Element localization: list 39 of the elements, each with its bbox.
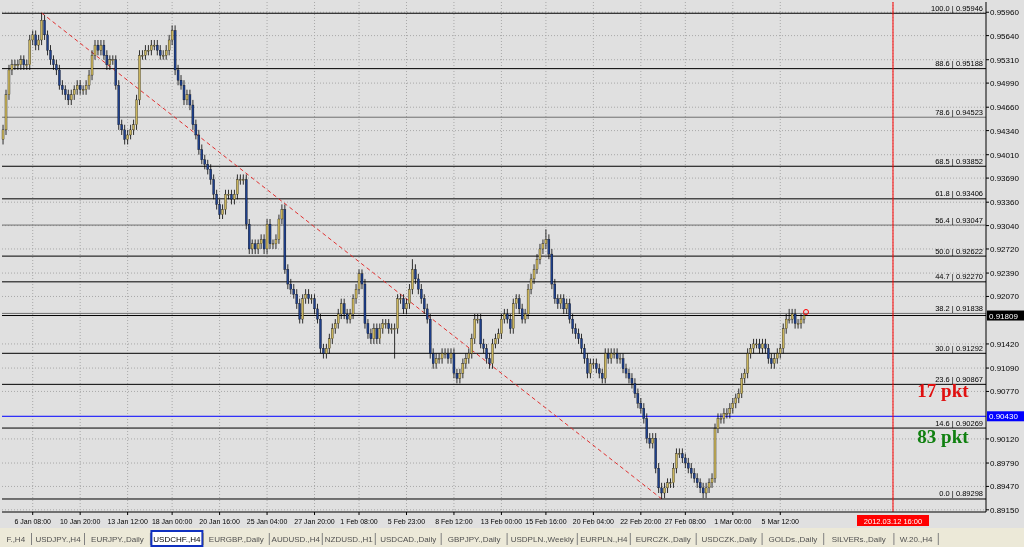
ref-line-label: 0.91809 [989,311,1019,321]
text: USDJPY.,H4 [35,535,82,544]
y-tick-label: 0.93690 [990,174,1020,184]
y-tick-label: 0.89470 [990,482,1020,492]
text: F.,H4 [6,535,26,544]
y-tick-label: 0.92070 [990,292,1020,302]
y-tick-label: 0.94010 [990,150,1020,160]
y-tick-label: 0.92390 [990,269,1020,279]
y-tick-label: 0.95310 [990,55,1020,65]
y-tick-label: 0.95640 [990,31,1020,41]
y-tick-label: 0.94340 [990,126,1020,136]
text: AUDUSD.,H4 [271,535,321,544]
text: SILVERs.,Daily [831,535,886,544]
y-tick-label: 0.94660 [990,103,1020,113]
y-tick-label: 0.91090 [990,364,1020,374]
y-tick-label: 0.90770 [990,387,1020,397]
y-tick-label: 0.89150 [990,505,1020,515]
y-tick-label: 0.94990 [990,79,1020,89]
text: USDCZK.,Daily [701,535,757,544]
y-tick-label: 0.90120 [990,434,1020,444]
y-tick-label: 0.95960 [990,8,1020,18]
text: USDCHF.,H4 [153,535,202,544]
text: EURJPY.,Daily [91,535,144,544]
ref-line-label: 0.90430 [989,412,1019,422]
y-tick-label: 0.93040 [990,221,1020,231]
text: EURGBP.,Daily [208,535,264,544]
text: NZDUSD.,H1 [324,535,374,544]
text: EURPLN.,H4 [580,535,628,544]
text: GBPJPY.,Daily [447,535,501,544]
annotation: 83 pkt [917,426,970,448]
text: EURCZK.,Daily [635,535,691,544]
text: USDPLN.,Weekly [510,535,574,544]
y-tick-label: 0.91420 [990,339,1020,349]
text: GOLDs.,Daily [768,535,818,544]
y-tick-label: 0.92720 [990,244,1020,254]
y-tick-label: 0.93360 [990,198,1020,208]
text: USDCAD.,Daily [380,535,437,544]
y-tick-label: 0.89790 [990,459,1020,469]
text: W.20.,H4 [899,535,934,544]
